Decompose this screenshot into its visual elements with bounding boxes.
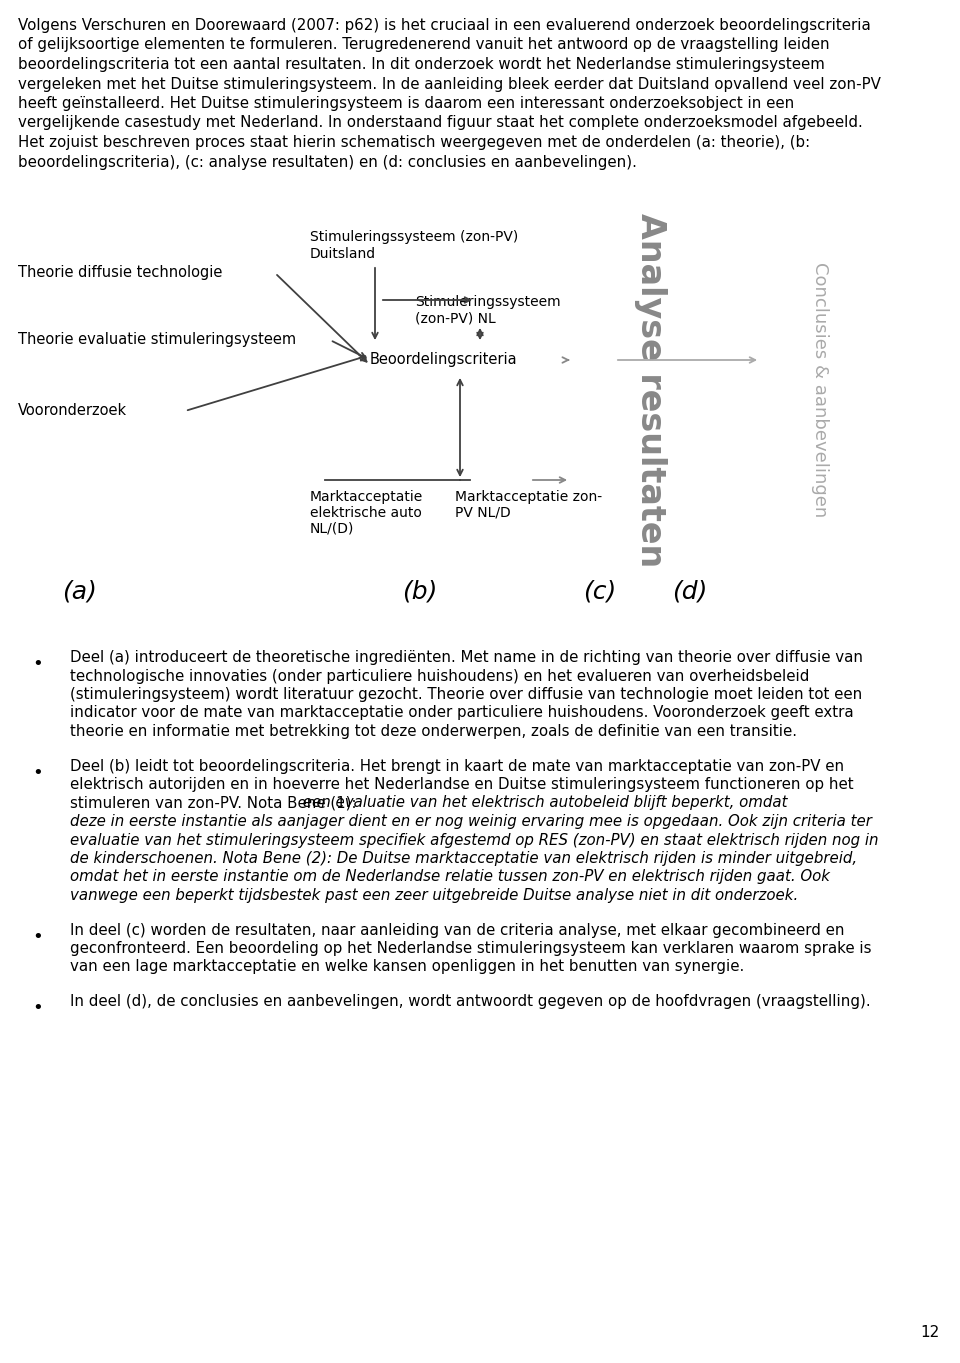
Text: (zon-PV) NL: (zon-PV) NL <box>415 312 495 326</box>
FancyArrowPatch shape <box>533 477 565 483</box>
Text: (b): (b) <box>402 581 438 604</box>
Text: (a): (a) <box>62 581 97 604</box>
Text: In deel (c) worden de resultaten, naar aanleiding van de criteria analyse, met e: In deel (c) worden de resultaten, naar a… <box>70 923 845 938</box>
Text: de kinderschoenen. Nota Bene (2): De Duitse marktacceptatie van elektrisch rijde: de kinderschoenen. Nota Bene (2): De Dui… <box>70 851 857 866</box>
Text: omdat het in eerste instantie om de Nederlandse relatie tussen zon-PV en elektri: omdat het in eerste instantie om de Nede… <box>70 870 830 885</box>
Text: indicator voor de mate van marktacceptatie onder particuliere huishoudens. Vooro: indicator voor de mate van marktacceptat… <box>70 706 853 721</box>
Text: elektrische auto: elektrische auto <box>310 506 421 521</box>
Text: vergelijkende casestudy met Nederland. In onderstaand figuur staat het complete : vergelijkende casestudy met Nederland. I… <box>18 116 863 131</box>
Text: Duitsland: Duitsland <box>310 247 376 260</box>
FancyArrowPatch shape <box>187 356 366 410</box>
Text: •: • <box>33 763 43 781</box>
Text: In deel (d), de conclusies en aanbevelingen, wordt antwoordt gegeven op de hoofd: In deel (d), de conclusies en aanbevelin… <box>70 994 871 1009</box>
Text: Marktacceptatie zon-: Marktacceptatie zon- <box>455 491 602 504</box>
Text: Vooronderzoek: Vooronderzoek <box>18 403 127 418</box>
Text: geconfronteerd. Een beoordeling op het Nederlandse stimuleringsysteem kan verkla: geconfronteerd. Een beoordeling op het N… <box>70 940 872 955</box>
Text: beoordelingscriteria), (c: analyse resultaten) en (d: conclusies en aanbevelinge: beoordelingscriteria), (c: analyse resul… <box>18 154 636 169</box>
Text: Conclusies & aanbevelingen: Conclusies & aanbevelingen <box>811 262 829 518</box>
Text: NL/(D): NL/(D) <box>310 522 354 536</box>
Text: heeft geïnstalleerd. Het Duitse stimuleringsysteem is daarom een interessant ond: heeft geïnstalleerd. Het Duitse stimuler… <box>18 95 794 110</box>
FancyArrowPatch shape <box>618 357 756 363</box>
FancyArrowPatch shape <box>457 380 463 476</box>
FancyArrowPatch shape <box>372 267 378 338</box>
Text: Deel (a) introduceert de theoretische ingrediënten. Met name in de richting van : Deel (a) introduceert de theoretische in… <box>70 650 863 665</box>
Text: (c): (c) <box>584 581 616 604</box>
Text: theorie en informatie met betrekking tot deze onderwerpen, zoals de definitie va: theorie en informatie met betrekking tot… <box>70 724 797 739</box>
Text: deze in eerste instantie als aanjager dient en er nog weinig ervaring mee is opg: deze in eerste instantie als aanjager di… <box>70 814 872 829</box>
FancyArrowPatch shape <box>383 297 470 303</box>
Text: (d): (d) <box>672 581 708 604</box>
Text: evaluatie van het stimuleringsysteem specifiek afgestemd op RES (zon-PV) en staa: evaluatie van het stimuleringsysteem spe… <box>70 833 878 848</box>
Text: Stimuleringssysteem: Stimuleringssysteem <box>415 294 561 309</box>
Text: Theorie evaluatie stimuleringsysteem: Theorie evaluatie stimuleringsysteem <box>18 333 296 348</box>
FancyArrowPatch shape <box>277 275 367 361</box>
Text: Volgens Verschuren en Doorewaard (2007: p62) is het cruciaal in een evaluerend o: Volgens Verschuren en Doorewaard (2007: … <box>18 18 871 33</box>
Text: technologische innovaties (onder particuliere huishoudens) en het evalueren van : technologische innovaties (onder particu… <box>70 668 809 683</box>
Text: vergeleken met het Duitse stimuleringsysteem. In de aanleiding bleek eerder dat : vergeleken met het Duitse stimuleringsys… <box>18 76 881 91</box>
Text: •: • <box>33 999 43 1017</box>
Text: 12: 12 <box>921 1325 940 1340</box>
Text: stimuleren van zon-PV. Nota Bene (1):: stimuleren van zon-PV. Nota Bene (1): <box>70 796 356 811</box>
Text: Deel (b) leidt tot beoordelingscriteria. Het brengt in kaart de mate van marktac: Deel (b) leidt tot beoordelingscriteria.… <box>70 758 844 773</box>
Text: een evaluatie van het elektrisch autobeleid blijft beperkt, omdat: een evaluatie van het elektrisch autobel… <box>298 796 787 811</box>
FancyArrowPatch shape <box>477 330 483 338</box>
Text: Stimuleringssysteem (zon-PV): Stimuleringssysteem (zon-PV) <box>310 230 518 244</box>
Text: Analyse resultaten: Analyse resultaten <box>634 213 666 567</box>
Text: elektrisch autorijden en in hoeverre het Nederlandse en Duitse stimuleringsystee: elektrisch autorijden en in hoeverre het… <box>70 777 853 792</box>
Text: •: • <box>33 656 43 673</box>
Text: (stimuleringsysteem) wordt literatuur gezocht. Theorie over diffusie van technol: (stimuleringsysteem) wordt literatuur ge… <box>70 687 862 702</box>
Text: •: • <box>33 927 43 946</box>
Text: of gelijksoortige elementen te formuleren. Terugredenerend vanuit het antwoord o: of gelijksoortige elementen te formulere… <box>18 38 829 53</box>
Text: van een lage marktacceptatie en welke kansen openliggen in het benutten van syne: van een lage marktacceptatie en welke ka… <box>70 960 744 975</box>
Text: PV NL/D: PV NL/D <box>455 506 511 521</box>
Text: vanwege een beperkt tijdsbestek past een zeer uitgebreide Duitse analyse niet in: vanwege een beperkt tijdsbestek past een… <box>70 889 799 904</box>
Text: Theorie diffusie technologie: Theorie diffusie technologie <box>18 264 223 279</box>
FancyArrowPatch shape <box>563 357 568 363</box>
FancyArrowPatch shape <box>332 341 366 358</box>
Text: beoordelingscriteria tot een aantal resultaten. In dit onderzoek wordt het Neder: beoordelingscriteria tot een aantal resu… <box>18 57 825 72</box>
Text: Beoordelingscriteria: Beoordelingscriteria <box>370 352 517 367</box>
Text: Marktacceptatie: Marktacceptatie <box>310 491 423 504</box>
Text: Het zojuist beschreven proces staat hierin schematisch weergegeven met de onderd: Het zojuist beschreven proces staat hier… <box>18 135 810 150</box>
